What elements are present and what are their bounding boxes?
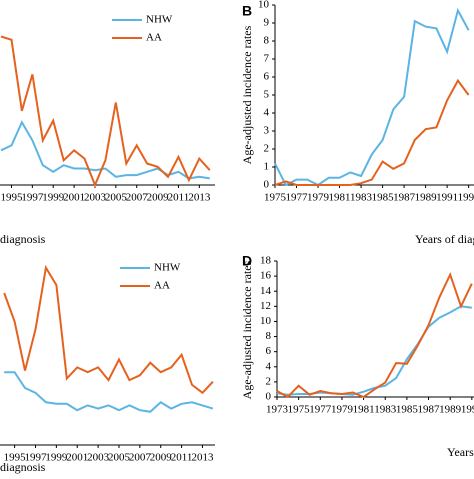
y-tick-label: 9 bbox=[264, 17, 270, 29]
y-tick-label: 5 bbox=[264, 89, 270, 101]
series-line bbox=[274, 78, 470, 186]
x-tick-label: 1991 bbox=[436, 192, 458, 204]
y-tick-label: 6 bbox=[264, 71, 270, 83]
x-tick-label: 1979 bbox=[331, 404, 354, 416]
x-tick-label: 2013 bbox=[191, 452, 214, 464]
x-tick-label: 1975 bbox=[264, 192, 287, 204]
y-tick-label: 7 bbox=[264, 53, 270, 65]
x-tick-label: 1973 bbox=[266, 404, 289, 416]
series-line bbox=[276, 271, 473, 399]
x-tick-label: 1985 bbox=[372, 192, 395, 204]
legend-label: AA bbox=[154, 280, 170, 292]
x-tick-label: 2005 bbox=[108, 452, 131, 464]
x-tick-label: 2003 bbox=[87, 452, 110, 464]
x-tick-label: 2013 bbox=[188, 192, 211, 204]
x-tick-label: 1983 bbox=[350, 192, 373, 204]
series-line bbox=[0, 120, 210, 180]
x-tick-label: 1981 bbox=[329, 192, 351, 204]
x-tick-label: 2001 bbox=[66, 452, 88, 464]
y-tick-label: 14 bbox=[260, 285, 272, 297]
x-tick-label: 2011 bbox=[171, 452, 193, 464]
series-line bbox=[4, 371, 214, 413]
x-axis-label: diagnosis bbox=[0, 460, 46, 474]
y-tick-label: 4 bbox=[266, 360, 272, 372]
x-tick-label: 1977 bbox=[309, 404, 332, 416]
x-axis-label: diagnosis bbox=[0, 232, 46, 246]
legend-label: AA bbox=[146, 32, 162, 44]
x-tick-label: 2001 bbox=[63, 192, 85, 204]
x-tick-label: 1997 bbox=[24, 452, 47, 464]
y-tick-label: 10 bbox=[258, 0, 270, 11]
y-tick-label: 18 bbox=[260, 255, 272, 267]
x-axis-label: Years bbox=[447, 445, 474, 459]
x-tick-label: 2009 bbox=[147, 192, 170, 204]
y-tick-label: 2 bbox=[266, 375, 272, 387]
series-line bbox=[3, 264, 214, 395]
x-tick-label: 1985 bbox=[396, 404, 419, 416]
x-tick-label: 1995 bbox=[0, 192, 23, 204]
x-tick-label: 1977 bbox=[286, 192, 309, 204]
x-tick-label: 1983 bbox=[374, 404, 397, 416]
y-axis-label: Age-adjusted incidence rates bbox=[240, 25, 254, 164]
y-tick-label: 8 bbox=[264, 35, 270, 47]
x-tick-label: 1989 bbox=[415, 192, 438, 204]
x-tick-label: 2011 bbox=[168, 192, 190, 204]
y-tick-label: 10 bbox=[260, 315, 272, 327]
x-tick-label: 1981 bbox=[353, 404, 375, 416]
x-tick-label: 1991 bbox=[461, 404, 474, 416]
x-tick-label: 2007 bbox=[126, 192, 149, 204]
y-axis-label: Age-adjusted incidence rates bbox=[240, 260, 254, 399]
x-tick-label: 1987 bbox=[418, 404, 441, 416]
series-line bbox=[0, 35, 211, 188]
y-tick-label: 2 bbox=[264, 143, 270, 155]
x-tick-label: 1979 bbox=[307, 192, 330, 204]
x-tick-label: 1999 bbox=[42, 192, 65, 204]
y-tick-label: 0 bbox=[264, 179, 270, 191]
x-tick-label: 2003 bbox=[84, 192, 107, 204]
x-tick-label: 1975 bbox=[288, 404, 311, 416]
y-tick-label: 0 bbox=[266, 391, 272, 403]
y-tick-label: 16 bbox=[260, 270, 272, 282]
panel-letter: B bbox=[242, 3, 252, 19]
x-tick-label: 1993 bbox=[458, 192, 474, 204]
x-tick-label: 2009 bbox=[150, 452, 173, 464]
x-tick-label: 1997 bbox=[21, 192, 44, 204]
x-tick-label: 1995 bbox=[4, 452, 27, 464]
x-tick-label: 2007 bbox=[129, 452, 152, 464]
panel-letter: D bbox=[242, 253, 252, 269]
series-line bbox=[274, 7, 470, 187]
y-tick-label: 1 bbox=[264, 161, 270, 173]
x-axis-label: Years of diag bbox=[415, 232, 474, 246]
y-tick-label: 12 bbox=[260, 300, 271, 312]
y-tick-label: 4 bbox=[264, 107, 270, 119]
y-tick-label: 8 bbox=[266, 330, 272, 342]
y-tick-label: 3 bbox=[264, 125, 270, 137]
y-tick-label: 6 bbox=[266, 345, 272, 357]
series-line bbox=[276, 305, 472, 396]
legend-label: NHW bbox=[154, 262, 181, 274]
x-tick-label: 1999 bbox=[45, 452, 68, 464]
x-tick-label: 1987 bbox=[393, 192, 416, 204]
x-tick-label: 1989 bbox=[439, 404, 462, 416]
x-tick-label: 2005 bbox=[105, 192, 128, 204]
legend-label: NHW bbox=[146, 14, 173, 26]
